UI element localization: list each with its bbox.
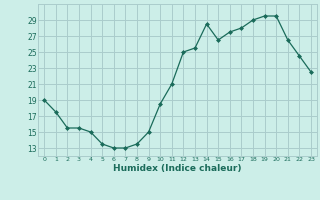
X-axis label: Humidex (Indice chaleur): Humidex (Indice chaleur): [113, 164, 242, 173]
